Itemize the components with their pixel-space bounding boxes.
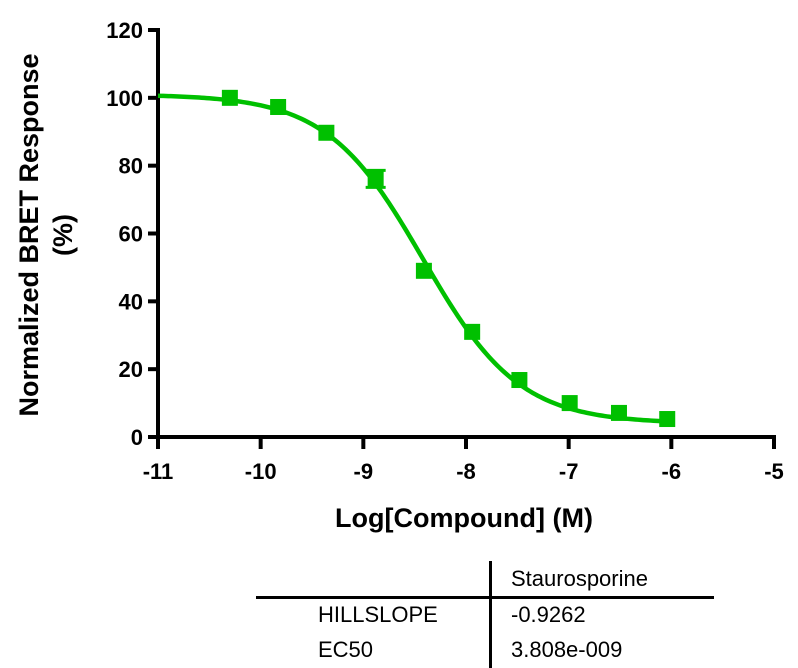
data-point-square-marker: [318, 124, 335, 141]
y-tick-label: 120: [106, 18, 143, 43]
y-tick-label: 60: [119, 222, 143, 247]
x-axis-title: Log[Compound] (M): [335, 503, 593, 533]
dose-response-chart: 0 20 40 60 80 100 120 -11 -10 -9 -8 -7 -6 -5 Log[Com…: [14, 18, 784, 533]
y-tick-label: 100: [106, 86, 143, 111]
table-row-label-hillslope: HILLSLOPE: [318, 602, 438, 627]
y-tick-label: 0: [131, 425, 143, 450]
data-point-square-marker: [610, 404, 627, 421]
data-point-square-marker: [464, 323, 481, 340]
data-points: [221, 89, 676, 428]
x-tick-label: -6: [662, 459, 682, 484]
y-tick-label: 20: [119, 357, 143, 382]
data-point-square-marker: [561, 395, 578, 412]
data-point-square-marker: [367, 170, 384, 187]
x-tick-label: -11: [143, 459, 174, 484]
table-divider-horizontal: [256, 596, 714, 599]
y-axis-title: Normalized BRET Response: [14, 53, 44, 416]
table-row-value-hillslope: -0.9262: [511, 602, 586, 627]
x-axis: -11 -10 -9 -8 -7 -6 -5: [143, 435, 784, 484]
table-divider-vertical: [489, 561, 492, 668]
data-point-square-marker: [270, 98, 287, 115]
y-axis: 0 20 40 60 80 100 120: [106, 18, 160, 450]
data-point-square-marker: [221, 89, 238, 106]
fit-curve: [157, 93, 672, 424]
y-tick-label: 40: [119, 289, 143, 314]
y-tick-label: 80: [119, 154, 143, 179]
results-table: Staurosporine HILLSLOPE -0.9262 EC50 3.8…: [256, 558, 714, 668]
data-point-square-marker: [415, 262, 432, 279]
x-tick-label: -8: [456, 459, 476, 484]
x-tick-label: -7: [559, 459, 579, 484]
table-row-label-ec50: EC50: [318, 637, 374, 662]
x-tick-label: -9: [354, 459, 374, 484]
x-tick-label: -10: [245, 459, 277, 484]
data-point-square-marker: [511, 372, 528, 389]
table-header-staurosporine: Staurosporine: [511, 566, 648, 591]
table-row-value-ec50: 3.808e-009: [511, 637, 623, 662]
data-point-square-marker: [659, 411, 676, 428]
y-axis-title-unit: (%): [48, 214, 78, 256]
x-tick-label: -5: [764, 459, 784, 484]
